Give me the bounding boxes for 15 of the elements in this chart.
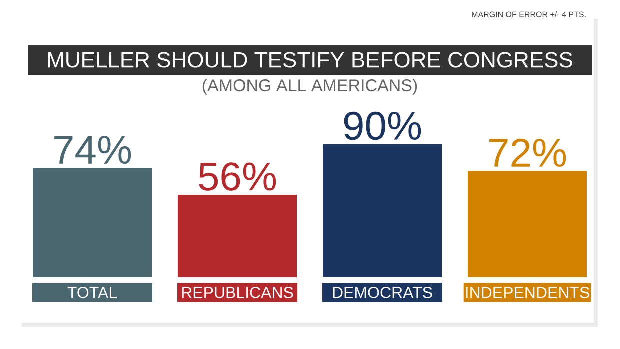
data-label: 56% — [199, 162, 276, 191]
x-tick-label: DEMOCRATS — [333, 287, 432, 298]
x-tick-label: TOTAL — [68, 287, 118, 298]
x-tick-label: REPUBLICANS — [182, 287, 294, 298]
bar — [467, 170, 588, 278]
data-label: 74% — [54, 136, 132, 164]
bar — [32, 167, 154, 278]
bar — [322, 143, 444, 278]
chart-subtitle: (AMONG ALL AMERICANS) — [202, 79, 418, 95]
chart-title: MUELLER SHOULD TESTIFY BEFORE CONGRESS — [48, 52, 572, 68]
x-tick-label: INDEPENDENTS — [466, 287, 590, 298]
bar — [177, 194, 298, 278]
text: MARGIN OF ERROR +/- 4 PTS. — [472, 12, 586, 18]
data-label: 72% — [490, 138, 566, 168]
data-label: 90% — [344, 112, 422, 140]
